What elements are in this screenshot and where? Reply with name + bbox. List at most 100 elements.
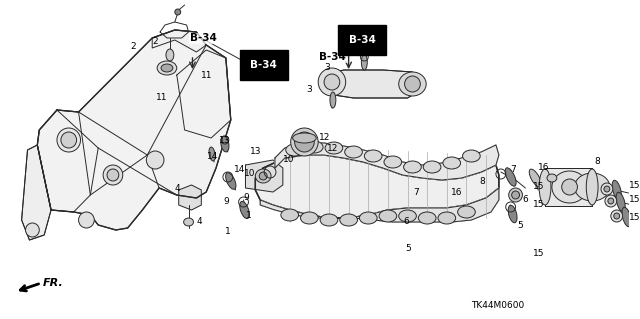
Text: B-34: B-34: [319, 52, 346, 63]
Polygon shape: [22, 145, 51, 240]
Ellipse shape: [616, 192, 625, 212]
Polygon shape: [179, 185, 202, 210]
Ellipse shape: [552, 171, 588, 203]
Text: 15: 15: [628, 213, 640, 222]
Text: 16: 16: [538, 164, 550, 173]
Ellipse shape: [419, 212, 436, 224]
Ellipse shape: [423, 161, 441, 173]
Text: 9: 9: [244, 194, 250, 203]
Ellipse shape: [301, 212, 318, 224]
Circle shape: [608, 198, 614, 204]
Text: 15: 15: [533, 182, 545, 191]
Ellipse shape: [360, 212, 377, 224]
Ellipse shape: [226, 173, 236, 189]
Ellipse shape: [209, 147, 215, 161]
Circle shape: [26, 223, 39, 237]
Circle shape: [324, 74, 340, 90]
Polygon shape: [260, 188, 499, 222]
Circle shape: [79, 212, 94, 228]
Text: 13: 13: [250, 147, 262, 157]
Ellipse shape: [345, 146, 362, 158]
Text: 6: 6: [522, 196, 528, 204]
Polygon shape: [324, 70, 420, 98]
Circle shape: [605, 195, 617, 207]
Ellipse shape: [547, 174, 557, 182]
Text: 11: 11: [156, 93, 168, 102]
Polygon shape: [255, 155, 499, 218]
Text: 10: 10: [244, 169, 255, 178]
Text: 8: 8: [594, 158, 600, 167]
Text: 12: 12: [327, 144, 338, 153]
Text: 8: 8: [479, 177, 484, 186]
Ellipse shape: [443, 157, 461, 169]
Text: 16: 16: [451, 189, 463, 197]
Text: B-34: B-34: [250, 60, 277, 70]
Circle shape: [294, 132, 314, 152]
Text: 3: 3: [307, 85, 312, 94]
Ellipse shape: [586, 169, 598, 205]
Text: 2: 2: [131, 42, 136, 51]
Text: 15: 15: [533, 249, 545, 258]
Ellipse shape: [399, 210, 417, 222]
Polygon shape: [246, 160, 283, 192]
Ellipse shape: [292, 133, 316, 143]
Text: B-34: B-34: [349, 35, 376, 45]
Ellipse shape: [404, 161, 421, 173]
Ellipse shape: [622, 207, 631, 227]
Text: 5: 5: [518, 220, 524, 229]
Ellipse shape: [362, 54, 367, 70]
Text: 14: 14: [207, 152, 219, 161]
Ellipse shape: [612, 180, 621, 200]
Ellipse shape: [320, 214, 338, 226]
Circle shape: [611, 210, 623, 222]
Ellipse shape: [259, 172, 267, 180]
Text: 2: 2: [152, 38, 158, 47]
Text: 3: 3: [324, 63, 330, 72]
Text: B-34: B-34: [190, 33, 217, 43]
Ellipse shape: [240, 201, 250, 219]
Ellipse shape: [340, 214, 358, 226]
Bar: [545, 168, 592, 206]
Ellipse shape: [281, 209, 298, 221]
Bar: [545, 168, 592, 206]
Text: 4: 4: [175, 184, 180, 193]
Text: 15: 15: [533, 200, 545, 209]
Text: 10: 10: [283, 155, 294, 165]
Ellipse shape: [255, 169, 271, 183]
Text: FR.: FR.: [44, 278, 64, 288]
Ellipse shape: [399, 72, 426, 96]
Text: TK44M0600: TK44M0600: [472, 300, 525, 309]
Ellipse shape: [463, 150, 480, 162]
Text: 5: 5: [405, 244, 411, 253]
Polygon shape: [37, 30, 231, 230]
Ellipse shape: [166, 49, 174, 61]
Ellipse shape: [161, 64, 173, 72]
Ellipse shape: [438, 212, 456, 224]
Circle shape: [175, 9, 180, 15]
Text: 4: 4: [196, 218, 202, 226]
Text: 7: 7: [413, 189, 419, 197]
Ellipse shape: [529, 169, 541, 187]
Text: 15: 15: [628, 182, 640, 190]
Circle shape: [61, 132, 77, 148]
Text: B-34: B-34: [250, 60, 277, 70]
Circle shape: [509, 188, 522, 202]
Circle shape: [614, 213, 620, 219]
Text: 14: 14: [234, 166, 245, 174]
Text: 6: 6: [403, 217, 409, 226]
Ellipse shape: [325, 142, 343, 154]
Ellipse shape: [379, 210, 397, 222]
Ellipse shape: [364, 150, 382, 162]
Circle shape: [107, 169, 119, 181]
Circle shape: [103, 165, 123, 185]
Ellipse shape: [305, 141, 323, 153]
Circle shape: [291, 128, 318, 156]
Ellipse shape: [508, 205, 517, 223]
Text: 7: 7: [511, 166, 516, 174]
Ellipse shape: [384, 156, 402, 168]
Text: 12: 12: [319, 133, 330, 143]
Circle shape: [57, 128, 81, 152]
Ellipse shape: [575, 173, 610, 201]
Circle shape: [147, 151, 164, 169]
Text: 15: 15: [628, 196, 640, 204]
